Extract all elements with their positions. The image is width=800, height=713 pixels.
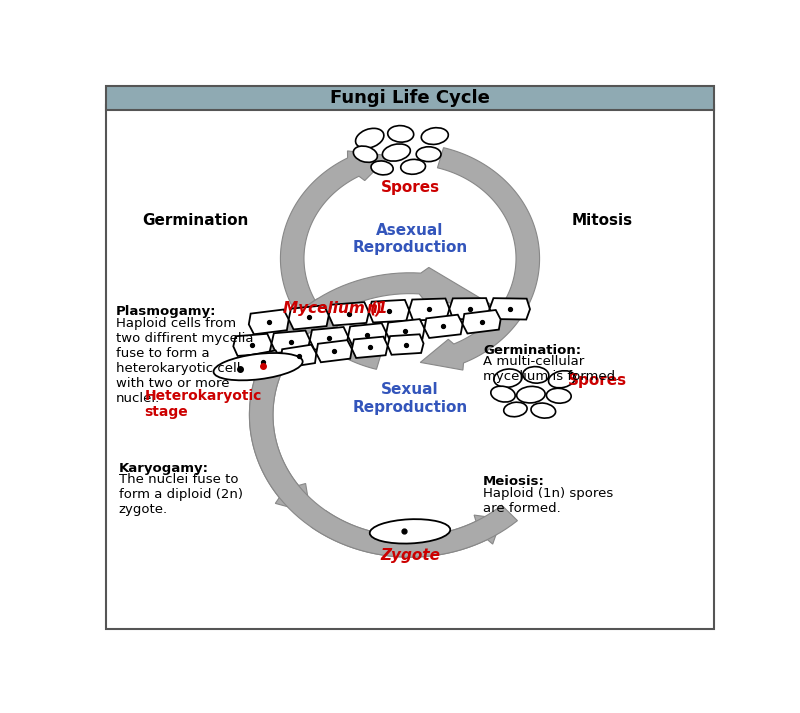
Ellipse shape — [355, 128, 384, 148]
Polygon shape — [281, 344, 316, 368]
Polygon shape — [388, 334, 423, 355]
Text: Heterokaryotic
stage: Heterokaryotic stage — [145, 389, 262, 419]
Text: A multi-cellular
mycelium is formed.: A multi-cellular mycelium is formed. — [483, 355, 619, 383]
Polygon shape — [234, 334, 271, 356]
Text: Mitosis: Mitosis — [571, 212, 632, 227]
Ellipse shape — [491, 386, 515, 402]
Ellipse shape — [422, 128, 448, 145]
Ellipse shape — [382, 144, 410, 161]
Text: Spores: Spores — [568, 373, 627, 388]
Text: Haploid cells from
two diffirent mycelia
fuse to form a
heterokaryotic cell
with: Haploid cells from two diffirent mycelia… — [115, 317, 253, 405]
Ellipse shape — [531, 403, 555, 418]
Text: The nuclei fuse to
form a diploid (2n)
zygote.: The nuclei fuse to form a diploid (2n) z… — [118, 473, 242, 516]
Ellipse shape — [523, 366, 549, 383]
Ellipse shape — [214, 353, 302, 380]
Polygon shape — [420, 148, 539, 370]
Polygon shape — [490, 298, 530, 319]
Text: Mycelium (1: Mycelium (1 — [283, 301, 387, 316]
Text: Zygote: Zygote — [380, 548, 440, 563]
Ellipse shape — [388, 125, 414, 142]
Polygon shape — [462, 310, 501, 334]
Text: Plasmogamy:: Plasmogamy: — [115, 305, 216, 318]
Polygon shape — [250, 299, 331, 513]
Text: Meiosis:: Meiosis: — [483, 476, 545, 488]
Text: Sexual
Reproduction: Sexual Reproduction — [352, 382, 468, 415]
Text: ): ) — [374, 301, 381, 316]
Ellipse shape — [517, 386, 545, 403]
Text: Germination:: Germination: — [483, 344, 582, 356]
Ellipse shape — [504, 402, 527, 416]
Text: Germination: Germination — [142, 212, 249, 227]
Polygon shape — [329, 302, 369, 326]
Ellipse shape — [494, 369, 522, 387]
Polygon shape — [450, 298, 490, 319]
Polygon shape — [316, 340, 352, 362]
Bar — [106, 86, 714, 111]
Polygon shape — [311, 511, 502, 557]
Ellipse shape — [546, 389, 571, 403]
Text: Fungi Life Cycle: Fungi Life Cycle — [330, 89, 490, 107]
Polygon shape — [369, 300, 409, 322]
Polygon shape — [409, 299, 450, 320]
Polygon shape — [249, 309, 289, 334]
Ellipse shape — [401, 160, 426, 174]
Text: Haploid (1n) spores
are formed.: Haploid (1n) spores are formed. — [483, 487, 614, 515]
Text: Karyogamy:: Karyogamy: — [118, 461, 209, 475]
Ellipse shape — [549, 371, 575, 388]
Text: Asexual
Reproduction: Asexual Reproduction — [352, 223, 468, 255]
Text: Spores: Spores — [381, 180, 439, 195]
Polygon shape — [281, 151, 390, 369]
Polygon shape — [289, 305, 329, 329]
Polygon shape — [348, 323, 386, 346]
Polygon shape — [425, 314, 462, 338]
Ellipse shape — [371, 161, 393, 175]
Polygon shape — [271, 331, 310, 353]
Polygon shape — [386, 319, 425, 342]
Polygon shape — [250, 267, 518, 557]
Ellipse shape — [370, 519, 450, 543]
Ellipse shape — [416, 147, 441, 162]
Ellipse shape — [354, 146, 378, 163]
Polygon shape — [352, 337, 388, 358]
Text: n: n — [366, 301, 378, 316]
Polygon shape — [310, 327, 348, 349]
Polygon shape — [246, 350, 281, 374]
